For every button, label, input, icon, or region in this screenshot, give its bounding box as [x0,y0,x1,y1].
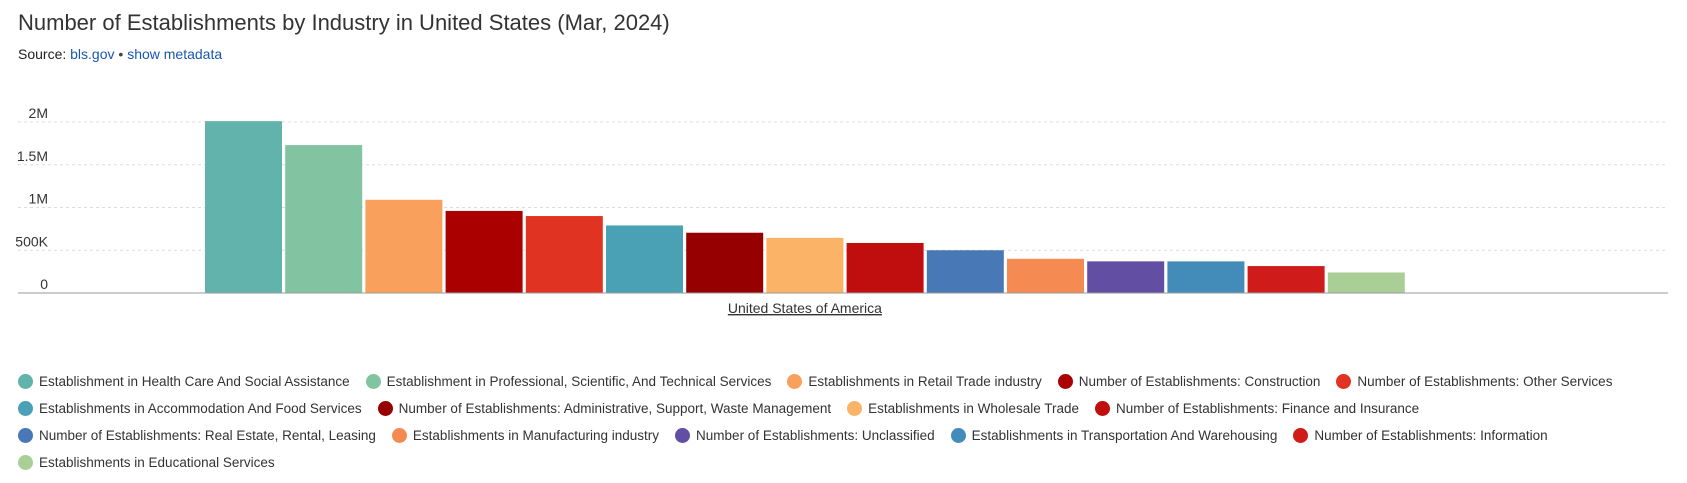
legend-label: Number of Establishments: Finance and In… [1115,401,1420,416]
source-line: Source: bls.gov • show metadata [18,46,222,62]
bar[interactable] [365,199,443,293]
chart-title: Number of Establishments by Industry in … [18,10,670,35]
legend-swatch [18,401,33,416]
legend-item[interactable]: Number of Establishments: Real Estate, R… [18,428,376,443]
bar[interactable] [525,216,603,293]
x-tick-label: United States of America [728,300,882,316]
legend-item[interactable]: Establishments in Educational Services [18,455,275,470]
bar[interactable] [1327,272,1405,293]
legend-label: Establishment in Health Care And Social … [39,374,350,389]
y-tick-label: 500K [15,233,48,249]
legend-label: Establishments in Retail Trade industry [808,374,1042,389]
bar[interactable] [205,121,282,293]
legend-item[interactable]: Establishments in Retail Trade industry [787,374,1042,389]
legend-item[interactable]: Number of Establishments: Administrative… [377,401,832,416]
x-axis-ticks: United States of America [728,300,882,316]
legend-swatch [675,428,691,443]
bar[interactable] [285,145,363,293]
legend: Establishment in Health Care And Social … [18,368,1678,476]
show-metadata-link[interactable]: show metadata [127,46,223,62]
legend-swatch [365,374,381,389]
legend-label: Establishments in Wholesale Trade [868,401,1079,416]
legend-label: Establishment in Professional, Scientifi… [386,374,772,389]
bar[interactable] [766,237,844,293]
legend-label: Number of Establishments: Information [1314,428,1548,443]
y-tick-label: 1.5M [17,148,48,164]
legend-item[interactable]: Number of Establishments: Finance and In… [1094,401,1420,416]
bar[interactable] [606,225,683,293]
legend-swatch [391,428,407,443]
legend-label: Establishments in Accommodation And Food… [39,401,362,416]
legend-label: Number of Establishments: Unclassified [696,428,935,443]
legend-row: Establishments in Educational Services [18,449,1678,476]
y-axis-ticks: 0 500K 1M 1.5M 2M [15,105,48,292]
legend-label: Number of Establishments: Administrative… [398,401,832,416]
legend-label: Number of Establishments: Construction [1078,374,1321,389]
legend-item[interactable]: Number of Establishments: Construction [1057,374,1321,389]
source-link[interactable]: bls.gov [70,46,115,62]
bars [205,121,1405,293]
legend-label: Number of Establishments: Real Estate, R… [39,428,376,443]
bar[interactable] [1007,258,1084,293]
legend-swatch [18,428,33,443]
legend-item[interactable]: Number of Establishments: Other Services [1336,374,1612,389]
bar[interactable] [846,242,924,293]
legend-item[interactable]: Establishments in Wholesale Trade [847,401,1079,416]
legend-swatch [1336,374,1352,389]
legend-swatch [787,374,803,389]
legend-swatch [18,455,33,470]
bar[interactable] [926,250,1004,293]
legend-item[interactable]: Number of Establishments: Unclassified [675,428,935,443]
legend-swatch [18,374,33,389]
bar[interactable] [445,210,523,293]
legend-label: Establishments in Educational Services [39,455,275,470]
source-prefix: Source: [18,46,67,62]
legend-item[interactable]: Establishment in Professional, Scientifi… [365,374,772,389]
bar[interactable] [686,232,764,293]
legend-row: Establishment in Health Care And Social … [18,368,1678,395]
bar[interactable] [1247,266,1325,293]
legend-swatch [1094,401,1110,416]
bar-chart: 0 500K 1M 1.5M 2M United States of America [15,105,1668,316]
source-separator: • [118,46,124,62]
y-tick-label: 2M [29,105,48,121]
legend-swatch [377,401,393,416]
y-tick-label: 1M [29,191,48,207]
legend-swatch [847,401,863,416]
legend-label: Number of Establishments: Other Services [1357,374,1613,389]
legend-swatch [950,428,966,443]
legend-label: Establishments in Transportation And War… [971,428,1278,443]
legend-label: Establishments in Manufacturing industry [412,428,660,443]
legend-item[interactable]: Establishments in Transportation And War… [950,428,1278,443]
bar[interactable] [1167,261,1245,293]
legend-item[interactable]: Establishments in Manufacturing industry [391,428,660,443]
legend-item[interactable]: Number of Establishments: Information [1293,428,1548,443]
y-tick-label: 0 [40,276,48,292]
legend-item[interactable]: Establishment in Health Care And Social … [18,374,350,389]
legend-swatch [1057,374,1073,389]
legend-row: Establishments in Accommodation And Food… [18,395,1678,422]
legend-row: Number of Establishments: Real Estate, R… [18,422,1678,449]
bar[interactable] [1087,261,1165,293]
legend-item[interactable]: Establishments in Accommodation And Food… [18,401,362,416]
legend-swatch [1293,428,1309,443]
